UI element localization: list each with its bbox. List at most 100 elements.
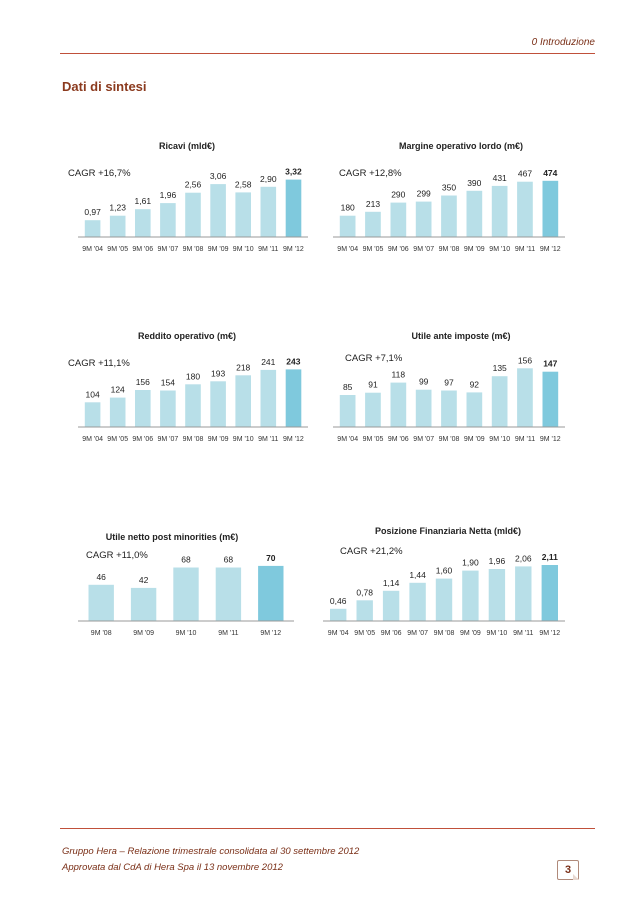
chart-bar <box>260 369 277 427</box>
chart-tick-label: 9M '09 <box>460 630 481 637</box>
chart-tick-label: 9M '04 <box>337 436 358 443</box>
chart-bar <box>517 181 533 237</box>
chart-title: Utile ante imposte (m€) <box>411 331 510 341</box>
chart-data-label: 156 <box>136 377 150 387</box>
chart-tick-label: 9M '07 <box>407 630 428 637</box>
chart-bar <box>491 185 508 237</box>
chart-tick-label: 9M '09 <box>208 246 229 253</box>
chart-tick-label: 9M '10 <box>233 246 254 253</box>
chart-data-label: 68 <box>224 555 234 565</box>
chart-title: Posizione Finanziaria Netta (mld€) <box>375 526 521 536</box>
chart-tick-label: 9M '11 <box>218 630 238 637</box>
chart-data-label: 1,96 <box>489 556 506 566</box>
chart-tick-label: 9M '12 <box>540 246 561 253</box>
chart-tick-label: 9M '10 <box>233 436 254 443</box>
chart-tick-label: 9M '08 <box>91 630 112 637</box>
chart-title: Ricavi (mld€) <box>159 141 215 151</box>
chart-svg: Ricavi (mld€) CAGR +16,7% 0,97 9M '04 1,23 9M… <box>68 141 308 253</box>
chart-svg: Utile netto post minorities (m€) CAGR +11… <box>78 532 294 637</box>
chart-cagr-annotation: CAGR +7,1% <box>345 353 403 364</box>
chart-tick-label: 9M '06 <box>388 246 409 253</box>
chart-data-label: 241 <box>261 357 275 367</box>
chart-bar <box>415 201 432 237</box>
chart-tick-label: 9M '06 <box>381 630 402 637</box>
chart-data-label: 156 <box>518 355 532 365</box>
chart-data-label: 135 <box>493 363 507 373</box>
chart-tick-label: 9M '07 <box>158 436 179 443</box>
chart-tick-label: 9M '08 <box>183 246 204 253</box>
chart-bar <box>285 369 302 427</box>
chart-cagr-annotation: CAGR +21,2% <box>340 546 403 557</box>
chart-tick-label: 9M '11 <box>513 630 533 637</box>
chart-tick-label: 9M '05 <box>354 630 375 637</box>
chart-tick-label: 9M '10 <box>176 630 197 637</box>
chart-data-label: 1,60 <box>436 566 453 576</box>
chart-tick-label: 9M '11 <box>258 246 278 253</box>
chart-bar <box>285 179 302 237</box>
chart-data-label: 2,58 <box>235 179 252 189</box>
chart-tick-label: 9M '04 <box>337 246 358 253</box>
chart-data-label: 85 <box>343 382 353 392</box>
chart-bar <box>215 567 242 621</box>
chart-bar <box>330 608 347 621</box>
chart-bar <box>365 392 381 427</box>
chart-tick-label: 9M '04 <box>82 436 103 443</box>
chart-data-label: 42 <box>139 575 149 585</box>
chart-data-label: 474 <box>543 168 557 178</box>
chart-bar <box>160 203 176 237</box>
chart-title: Reddito operativo (m€) <box>138 331 236 341</box>
chart-tick-label: 9M '10 <box>489 436 510 443</box>
chart-tick-label: 9M '05 <box>363 436 384 443</box>
chart-data-label: 1,90 <box>462 558 479 568</box>
chart-data-label: 390 <box>467 178 481 188</box>
chart-data-label: 467 <box>518 169 532 179</box>
chart-bar <box>84 220 101 237</box>
chart-cagr-annotation: CAGR +12,8% <box>339 168 402 179</box>
chart-data-label: 92 <box>470 379 480 389</box>
chart-bar <box>491 376 508 427</box>
chart-data-label: 218 <box>236 362 250 372</box>
chart-data-label: 290 <box>391 190 405 200</box>
chart-bar <box>488 569 506 621</box>
chart-bar <box>160 390 176 427</box>
chart-svg: Margine operativo lordo (m€) CAGR +12,8% 1… <box>333 141 565 253</box>
chart-data-label: 97 <box>444 378 454 388</box>
chart-svg: Reddito operativo (m€) CAGR +11,1% 104 9M '… <box>68 331 308 443</box>
chart-tick-label: 9M '12 <box>283 246 304 253</box>
chart-data-label: 0,78 <box>356 587 373 597</box>
header-divider <box>60 53 595 54</box>
chart-bar <box>462 570 479 621</box>
chart-bar <box>466 190 483 237</box>
chart-bar <box>210 184 226 237</box>
chart-tick-label: 9M '07 <box>413 246 434 253</box>
chart-tick-label: 9M '12 <box>539 630 560 637</box>
page-title: Dati di sintesi <box>62 79 147 94</box>
chart-bar <box>109 215 126 237</box>
chart-bar <box>210 381 226 427</box>
chart-tick-label: 9M '10 <box>487 630 508 637</box>
chart-tick-label: 9M '05 <box>107 436 128 443</box>
chart-tick-label: 9M '09 <box>208 436 229 443</box>
section-header: 0 Introduzione <box>531 37 595 48</box>
chart-data-label: 1,23 <box>109 203 126 213</box>
chart-bar <box>88 584 114 621</box>
chart-bar <box>260 186 277 237</box>
chart-bar <box>541 565 558 621</box>
chart-data-label: 2,06 <box>515 553 532 563</box>
chart-svg: Posizione Finanziaria Netta (mld€) CAGR +… <box>323 526 565 637</box>
chart-data-label: 2,56 <box>185 180 202 190</box>
chart-tick-label: 9M '05 <box>363 246 384 253</box>
chart-bar <box>382 590 400 621</box>
chart-tick-label: 9M '09 <box>464 436 485 443</box>
chart-bar <box>409 582 426 621</box>
chart-data-label: 70 <box>266 553 276 563</box>
chart-data-label: 1,96 <box>160 190 177 200</box>
chart-posizione-finanziaria-netta: Posizione Finanziaria Netta (mld€) CAGR +… <box>320 520 570 650</box>
chart-utile-ante-imposte: Utile ante imposte (m€) CAGR +7,1% 85 9M '0… <box>333 325 583 445</box>
chart-bar <box>515 566 532 621</box>
chart-data-label: 118 <box>392 370 406 380</box>
chart-bar <box>339 215 356 237</box>
chart-data-label: 1,61 <box>135 196 152 206</box>
chart-tick-label: 9M '07 <box>158 246 179 253</box>
chart-tick-label: 9M '12 <box>540 436 561 443</box>
